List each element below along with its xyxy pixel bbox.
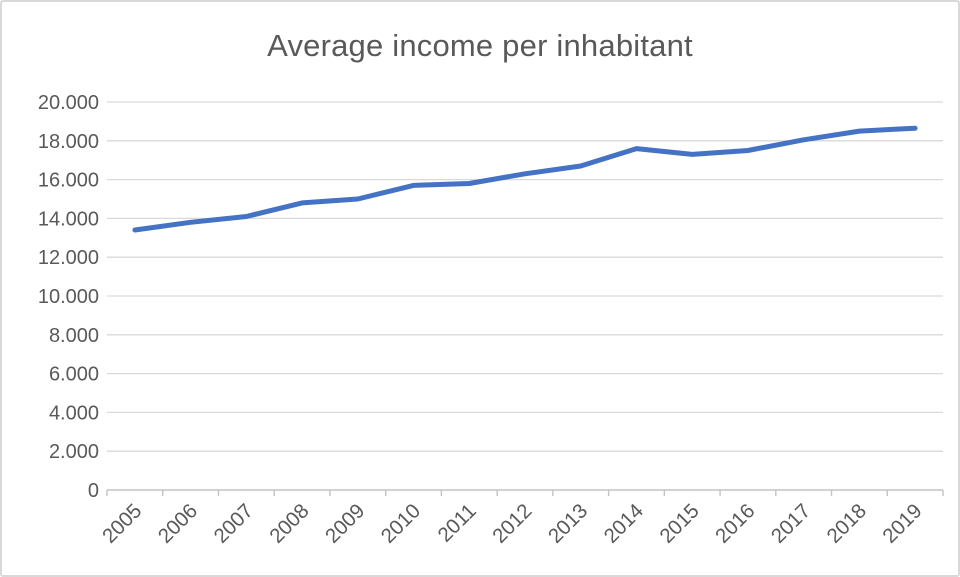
gridlines: [107, 101, 943, 452]
x-tick-label: 2008: [265, 499, 314, 548]
x-tick-label: 2018: [822, 499, 871, 548]
x-tick-label: 2006: [154, 499, 203, 548]
y-tick-label: 20.000: [38, 92, 99, 114]
y-tick-label: 18.000: [38, 131, 99, 153]
y-tick-label: 4.000: [49, 402, 99, 424]
x-tick-label: 2011: [433, 499, 480, 546]
x-tick-label: 2010: [377, 499, 426, 548]
x-tick-label: 2014: [599, 499, 648, 548]
y-tick-label: 6.000: [49, 364, 99, 386]
x-tick-label: 2019: [878, 499, 927, 548]
y-tick-label: 0: [88, 480, 99, 502]
x-tick-label: 2007: [209, 499, 258, 548]
x-axis-labels: 2005 2006 2007 2008 2009 2010 2011 2012 2013 2014…: [98, 499, 927, 548]
y-tick-label: 10.000: [38, 286, 99, 308]
y-tick-label: 14.000: [38, 208, 99, 230]
y-tick-label: 12.000: [38, 247, 99, 269]
y-tick-label: 16.000: [38, 170, 99, 192]
series-line: [132, 125, 918, 233]
x-tick-label: 2005: [98, 499, 147, 548]
x-tick-label: 2009: [321, 499, 370, 548]
chart-title: Average income per inhabitant: [267, 28, 693, 63]
y-tick-label: 2.000: [49, 441, 99, 463]
x-tick-label: 2012: [488, 499, 537, 548]
x-tick-label: 2013: [544, 499, 593, 548]
series-group: [132, 125, 918, 233]
x-tick-label: 2016: [711, 499, 760, 548]
x-axis: [106, 489, 944, 496]
y-axis-labels: 0 2.000 4.000 6.000 8.000 10.000 12.000 14.000 1…: [38, 92, 99, 502]
x-tick-label: 2015: [655, 499, 704, 548]
y-tick-label: 8.000: [49, 325, 99, 347]
x-tick-label: 2017: [767, 499, 816, 548]
